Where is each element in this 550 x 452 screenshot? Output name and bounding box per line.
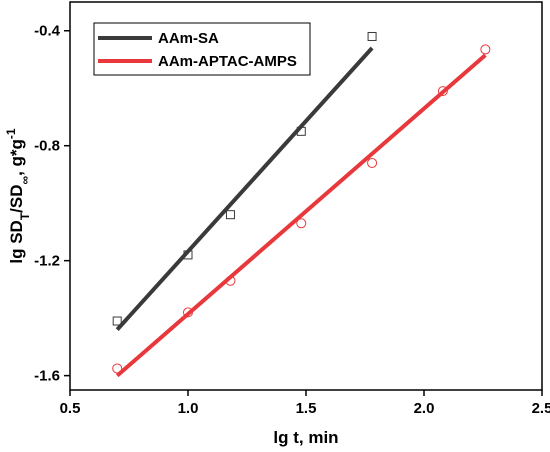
axis-ticks: 0.5 1.0 1.5 2.0 2.5 -1.6 -1.2 -0.8 -0.4 xyxy=(34,23,550,417)
data-point-aam-sa xyxy=(112,316,122,326)
data-point-aam-aptac-amps xyxy=(437,86,448,97)
data-point-aam-aptac-amps xyxy=(183,307,193,318)
legend-label-aam-aptac-amps: AAm-APTAC-AMPS xyxy=(158,53,297,70)
data-point-aam-aptac-amps xyxy=(296,218,307,229)
x-tick-label: 2.5 xyxy=(532,400,550,417)
x-tick-label: 0.5 xyxy=(60,400,81,417)
data-point-aam-aptac-amps xyxy=(480,44,491,55)
y-tick-label: -0.4 xyxy=(34,23,61,40)
data-point-aam-aptac-amps xyxy=(367,157,378,168)
data-point-aam-sa xyxy=(183,250,193,260)
data-point-aam-aptac-amps xyxy=(112,363,123,374)
y-axis-title: lg SDT/SD∞, g*g-1 xyxy=(4,128,32,264)
fit-line-aam-aptac-amps xyxy=(115,53,487,378)
data-point-aam-sa xyxy=(296,126,306,136)
x-tick-label: 2.0 xyxy=(414,400,435,417)
y-tick-label: -1.6 xyxy=(34,368,60,385)
legend-label-aam-sa: AAm-SA xyxy=(158,30,219,47)
legend-box xyxy=(93,22,311,76)
data-point-aam-aptac-amps xyxy=(225,275,236,286)
data-point-aam-sa xyxy=(225,210,235,220)
fit-line-aam-sa xyxy=(115,46,374,331)
series-layer xyxy=(112,31,491,378)
legend: AAm-SA AAm-APTAC-AMPS xyxy=(93,22,311,76)
x-tick-label: 1.0 xyxy=(178,400,199,417)
y-tick-label: -1.2 xyxy=(34,253,60,270)
x-axis-title: lg t, min xyxy=(273,428,338,447)
y-tick-label: -0.8 xyxy=(34,138,60,155)
data-point-aam-sa xyxy=(367,31,377,41)
x-tick-label: 1.5 xyxy=(296,400,317,417)
